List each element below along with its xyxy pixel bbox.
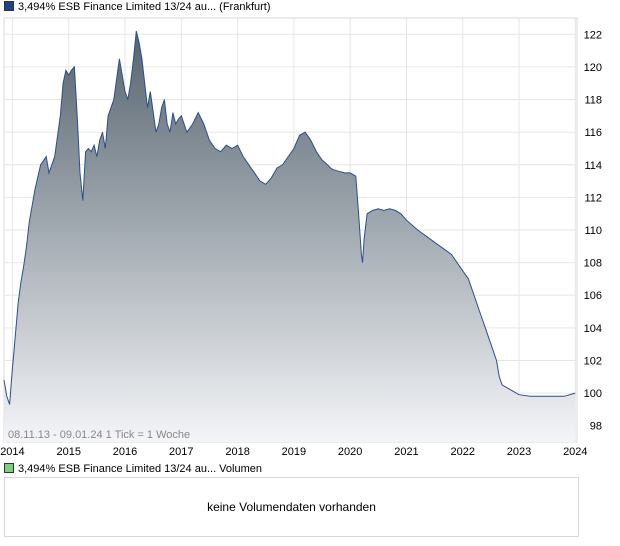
- price-line: [3, 30, 576, 405]
- price-series-swatch: [4, 1, 14, 11]
- y-tick-label: 106: [584, 290, 602, 302]
- y-tick-label: 118: [584, 95, 602, 107]
- price-chart: 98 100 102 104 106 108 110 112 114 116 118 120 122 20…: [0, 17, 602, 458]
- volume-series-swatch: [4, 463, 14, 473]
- price-legend: 3,494% ESB Finance Limited 13/24 au... (…: [4, 0, 271, 14]
- x-tick-label: 2016: [113, 446, 137, 458]
- x-tick-label: 2017: [169, 446, 193, 458]
- x-tick-label: 2018: [225, 446, 249, 458]
- y-tick-label: 120: [584, 62, 602, 74]
- volume-panel: keine Volumendaten vorhanden: [4, 477, 579, 537]
- x-tick-label: 2014: [0, 446, 24, 458]
- volume-empty-message: keine Volumendaten vorhanden: [207, 500, 376, 514]
- y-tick-label: 122: [584, 29, 602, 41]
- y-tick-label: 104: [584, 323, 602, 335]
- price-legend-label: 3,494% ESB Finance Limited 13/24 au... (…: [18, 1, 271, 13]
- volume-legend-label: 3,494% ESB Finance Limited 13/24 au... V…: [18, 463, 262, 475]
- x-tick-label: 2023: [507, 446, 531, 458]
- range-info-label: 08.11.13 - 09.01.24 1 Tick = 1 Woche: [8, 429, 190, 441]
- x-tick-label: 2021: [394, 446, 418, 458]
- x-tick-label: 2020: [338, 446, 362, 458]
- volume-legend: 3,494% ESB Finance Limited 13/24 au... V…: [4, 462, 262, 476]
- x-tick-label: 2019: [282, 446, 306, 458]
- x-tick-label: 2015: [56, 446, 80, 458]
- x-tick-label: 2024: [563, 446, 587, 458]
- x-tick-label: 2022: [450, 446, 474, 458]
- y-tick-label: 112: [584, 192, 602, 204]
- y-tick-label: 102: [584, 355, 602, 367]
- y-tick-label: 100: [584, 388, 602, 400]
- y-tick-label: 108: [584, 258, 602, 270]
- y-tick-label: 114: [584, 160, 602, 172]
- y-tick-label: 116: [584, 127, 602, 139]
- y-tick-label: 98: [590, 421, 602, 433]
- price-area: [4, 31, 576, 442]
- y-tick-label: 110: [584, 225, 602, 237]
